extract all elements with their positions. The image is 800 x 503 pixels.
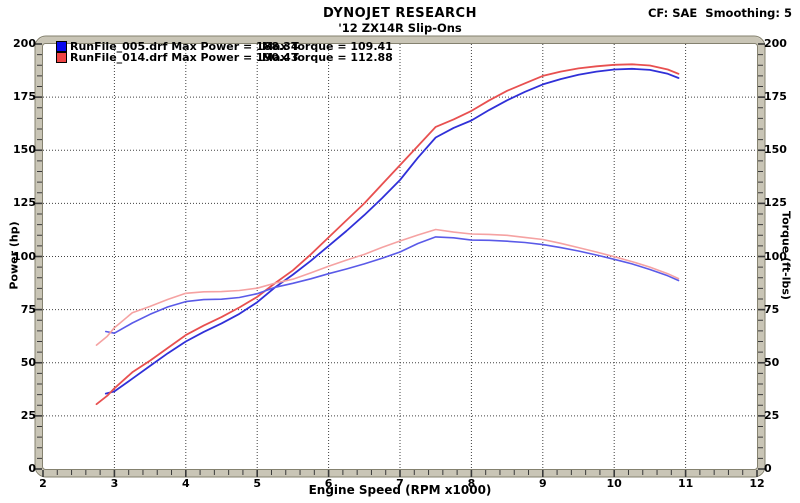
torque-tick-label: 25 xyxy=(764,408,780,422)
legend-row-run014: RunFile_014.drf Max Power = 190.43 Max To… xyxy=(56,51,393,64)
torque-tick-label: 175 xyxy=(764,90,787,104)
legend-run005-power: RunFile_005.drf Max Power = 188.34 xyxy=(70,40,299,53)
legend-run014-power: RunFile_014.drf Max Power = 190.43 xyxy=(70,51,299,64)
legend-run005-torque: Max Torque = 109.41 xyxy=(262,40,393,53)
torque-tick-label: 50 xyxy=(764,355,780,369)
legend-swatch-red xyxy=(56,52,67,63)
power-curve-run014 xyxy=(95,63,680,406)
torque-tick-label: 75 xyxy=(764,302,780,316)
power-tick-label: 0 xyxy=(28,462,36,475)
power-tick-label: 175 xyxy=(13,90,36,104)
rpm-tick-label: 6 xyxy=(324,477,333,490)
torque-tick-label: 100 xyxy=(764,249,787,263)
rpm-tick-label: 7 xyxy=(396,477,404,490)
rpm-tick-label: 10 xyxy=(606,477,622,490)
rpm-tick-label: 5 xyxy=(253,477,262,490)
rpm-tick-label: 4 xyxy=(181,477,190,490)
chart-subtitle: '12 ZX14R Slip-Ons xyxy=(338,21,462,35)
power-tick-label: 50 xyxy=(20,355,36,369)
rpm-tick-label: 11 xyxy=(677,477,694,490)
power-curve-run005 xyxy=(104,67,680,395)
app-title: DYNOJET RESEARCH xyxy=(323,6,477,21)
rpm-tick-label: 3 xyxy=(110,477,119,490)
torque-tick-label: 0 xyxy=(764,462,772,475)
rpm-tick-label: 9 xyxy=(538,477,547,490)
legend-run014-torque: Max Torque = 112.88 xyxy=(262,51,393,64)
torque-tick-label: 200 xyxy=(764,37,787,50)
power-tick-label: 200 xyxy=(13,37,36,50)
torque-curve-run014 xyxy=(95,228,680,346)
rpm-tick-label: 12 xyxy=(749,477,765,490)
power-tick-label: 75 xyxy=(20,302,36,316)
torque-curve-run005 xyxy=(105,236,680,335)
power-tick-label: 25 xyxy=(20,408,36,422)
power-tick-label: 150 xyxy=(13,143,36,157)
correction-smoothing-info: CF: SAE Smoothing: 5 xyxy=(647,6,792,20)
torque-tick-label: 125 xyxy=(764,196,787,210)
power-tick-label: 125 xyxy=(13,196,36,210)
legend-row-run005: RunFile_005.drf Max Power = 188.34 Max To… xyxy=(56,40,393,53)
power-tick-label: 100 xyxy=(13,249,36,263)
torque-tick-label: 150 xyxy=(764,143,787,157)
rpm-tick-label: 2 xyxy=(39,477,47,490)
rpm-axis-label: Engine Speed (RPM x1000) xyxy=(308,483,492,497)
legend-swatch-blue xyxy=(56,41,67,52)
rpm-tick-label: 8 xyxy=(467,477,476,490)
